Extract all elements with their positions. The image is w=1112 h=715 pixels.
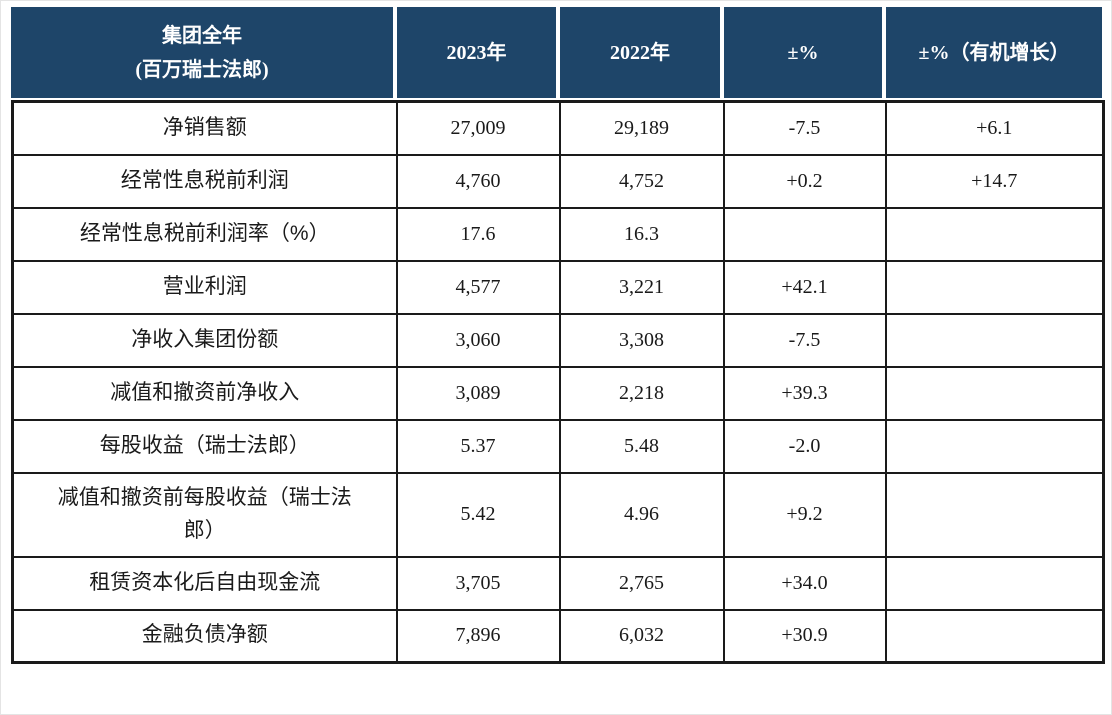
financial-summary-table: 集团全年 (百万瑞士法郎) 2023年 2022年 ±% ±%（有机增长） 净销…: [11, 7, 1105, 664]
value-change-pct: -7.5: [722, 100, 887, 156]
row-label: 减值和撤资前每股收益（瑞士法郎）: [11, 471, 398, 558]
table-row-recurring-ebit: 经常性息税前利润 4,760 4,752 +0.2 +14.7: [11, 153, 1105, 209]
value-2022: 5.48: [558, 418, 725, 474]
header-change-pct-organic: ±%（有机增长）: [886, 7, 1102, 98]
value-2023: 5.37: [395, 418, 561, 474]
value-change-organic: [884, 365, 1105, 421]
row-label: 经常性息税前利润率（%）: [11, 206, 398, 262]
table-row-operating-profit: 营业利润 4,577 3,221 +42.1: [11, 259, 1105, 315]
value-change-pct: +42.1: [722, 259, 887, 315]
value-change-pct: +39.3: [722, 365, 887, 421]
value-2023: 17.6: [395, 206, 561, 262]
value-2023: 7,896: [395, 608, 561, 664]
table-row-net-income-group-share: 净收入集团份额 3,060 3,308 -7.5: [11, 312, 1105, 368]
value-change-organic: [884, 471, 1105, 558]
header-year-2023: 2023年: [397, 7, 556, 98]
value-2023: 3,705: [395, 555, 561, 611]
value-change-organic: [884, 312, 1105, 368]
value-2023: 5.42: [395, 471, 561, 558]
value-change-pct: -7.5: [722, 312, 887, 368]
table-row-net-financial-debt: 金融负债净额 7,896 6,032 +30.9: [11, 608, 1105, 664]
table-row-free-cash-flow: 租赁资本化后自由现金流 3,705 2,765 +34.0: [11, 555, 1105, 611]
value-change-organic: +14.7: [884, 153, 1105, 209]
value-change-pct: +34.0: [722, 555, 887, 611]
header-unit-label: (百万瑞士法郎): [135, 58, 269, 81]
table-row-eps-before-impairments: 减值和撤资前每股收益（瑞士法郎） 5.42 4.96 +9.2: [11, 471, 1105, 558]
value-change-pct: [722, 206, 887, 262]
row-label: 每股收益（瑞士法郎）: [11, 418, 398, 474]
value-2022: 3,308: [558, 312, 725, 368]
row-label: 净收入集团份额: [11, 312, 398, 368]
value-change-pct: +30.9: [722, 608, 887, 664]
value-2023: 27,009: [395, 100, 561, 156]
value-2022: 4.96: [558, 471, 725, 558]
table-body: 净销售额 27,009 29,189 -7.5 +6.1 经常性息税前利润 4,…: [11, 100, 1105, 664]
table-header-row: 集团全年 (百万瑞士法郎) 2023年 2022年 ±% ±%（有机增长）: [11, 7, 1102, 98]
value-2023: 4,760: [395, 153, 561, 209]
value-2022: 6,032: [558, 608, 725, 664]
value-change-organic: [884, 259, 1105, 315]
value-2022: 4,752: [558, 153, 725, 209]
row-label: 营业利润: [11, 259, 398, 315]
value-change-organic: [884, 418, 1105, 474]
value-change-organic: [884, 555, 1105, 611]
row-label: 租赁资本化后自由现金流: [11, 555, 398, 611]
row-label: 金融负债净额: [11, 608, 398, 664]
header-year-2022: 2022年: [560, 7, 720, 98]
header-group-title: 集团全年: [162, 24, 242, 47]
value-2022: 29,189: [558, 100, 725, 156]
row-label: 净销售额: [11, 100, 398, 156]
value-change-pct: +0.2: [722, 153, 887, 209]
table-row-net-income-before-impairments: 减值和撤资前净收入 3,089 2,218 +39.3: [11, 365, 1105, 421]
header-change-pct: ±%: [724, 7, 882, 98]
value-2022: 16.3: [558, 206, 725, 262]
value-2023: 3,089: [395, 365, 561, 421]
value-2022: 3,221: [558, 259, 725, 315]
value-2023: 4,577: [395, 259, 561, 315]
value-2022: 2,765: [558, 555, 725, 611]
table-row-net-sales: 净销售额 27,009 29,189 -7.5 +6.1: [11, 100, 1105, 156]
value-change-pct: -2.0: [722, 418, 887, 474]
value-change-pct: +9.2: [722, 471, 887, 558]
value-change-organic: +6.1: [884, 100, 1105, 156]
table-row-recurring-ebit-margin: 经常性息税前利润率（%） 17.6 16.3: [11, 206, 1105, 262]
table-row-eps: 每股收益（瑞士法郎） 5.37 5.48 -2.0: [11, 418, 1105, 474]
value-change-organic: [884, 608, 1105, 664]
row-label: 经常性息税前利润: [11, 153, 398, 209]
header-group-unit: 集团全年 (百万瑞士法郎): [11, 7, 393, 98]
value-2023: 3,060: [395, 312, 561, 368]
row-label: 减值和撤资前净收入: [11, 365, 398, 421]
value-change-organic: [884, 206, 1105, 262]
value-2022: 2,218: [558, 365, 725, 421]
